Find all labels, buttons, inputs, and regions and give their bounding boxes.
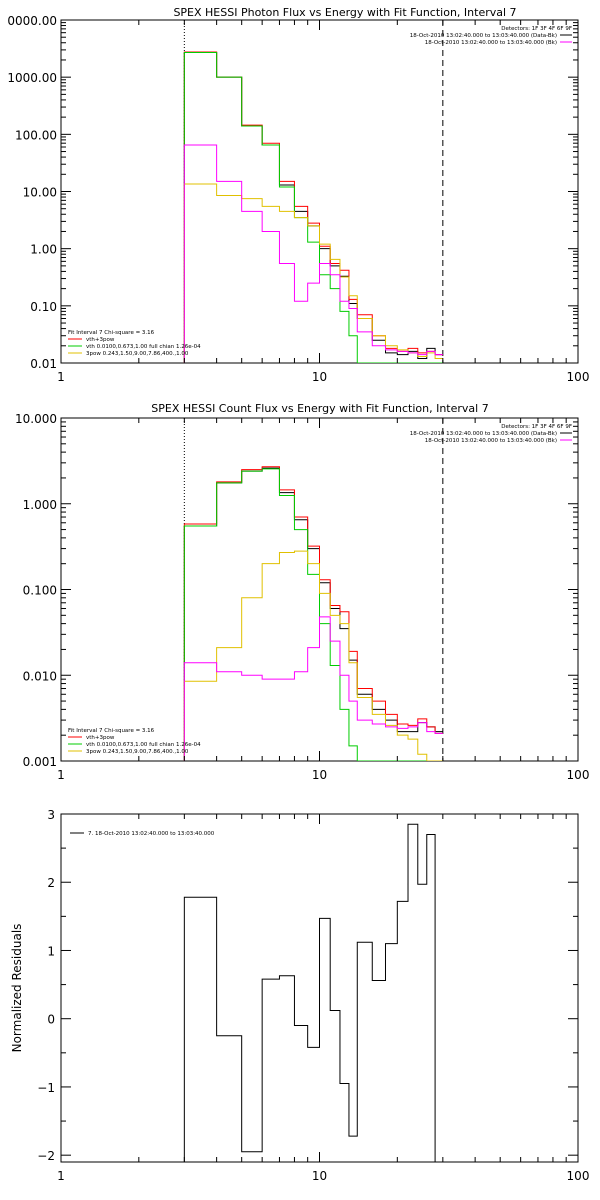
residuals-y-tick-label: 3 — [47, 808, 55, 822]
residuals-x-tick-label: 10 — [312, 1169, 327, 1183]
photon-legend-vth3pow: vth+3pow — [86, 337, 115, 343]
photon-flux-title: SPEX HESSI Photon Flux vs Energy with Fi… — [173, 6, 516, 19]
photon-axis-ticks: 1 10 100 0000.00 1000.00 100.00 10.00 1.00 0.10 0… — [7, 14, 589, 384]
residuals-series-0 — [183, 823, 436, 1162]
residuals-x-tick-label: 1 — [57, 1169, 65, 1183]
photon-legend-detectors: Detectors: 1F 3F 4F 6F 9F — [501, 26, 572, 32]
residuals-y-tick-label: −2 — [37, 1149, 55, 1163]
count-legend-3pow: 3pow 0.243,1.50,9.00,7.86,400.,1.00 — [86, 749, 189, 755]
count-legend-bottom: Fit Interval 7 Chi-square = 3.16 vth+3po… — [68, 728, 201, 755]
residuals-legend: 7. 18-Oct-2010 13:02:40.000 to 13:03:40.… — [70, 831, 215, 837]
photon-x-tick-label: 1 — [57, 370, 65, 384]
photon-y-tick-label: 1.00 — [30, 243, 57, 257]
residuals-y-tick-label: −1 — [37, 1081, 55, 1095]
photon-flux-panel: SPEX HESSI Photon Flux vs Energy with Fi… — [7, 6, 589, 384]
count-series-group — [183, 418, 444, 761]
count-flux-panel: SPEX HESSI Count Flux vs Energy with Fit… — [15, 402, 589, 782]
photon-x-tick-label: 10 — [312, 370, 327, 384]
photon-series-4 — [183, 144, 443, 363]
photon-series-3 — [183, 183, 443, 363]
photon-series-group — [183, 20, 444, 363]
photon-series-1 — [183, 51, 443, 363]
photon-series-2 — [183, 52, 443, 363]
photon-legend-bk: 18-Oct-2010 13:02:40.000 to 13:03:40.000… — [425, 40, 557, 46]
photon-legend-data-bk: 18-Oct-2010 13:02:40.000 to 13:03:40.000… — [410, 33, 557, 39]
count-series-4 — [183, 616, 443, 761]
residuals-y-axis-label: Normalized Residuals — [10, 924, 24, 1053]
photon-y-tick-label: 0.01 — [30, 357, 57, 371]
residuals-legend-text: 7. 18-Oct-2010 13:02:40.000 to 13:03:40.… — [88, 831, 215, 837]
count-x-tick-label: 1 — [57, 768, 65, 782]
residuals-x-tick-label: 100 — [567, 1169, 590, 1183]
count-clipped-marks — [183, 418, 444, 761]
photon-y-tick-label: 1000.00 — [7, 71, 57, 85]
count-flux-title: SPEX HESSI Count Flux vs Energy with Fit… — [151, 402, 488, 415]
photon-legend-top: Detectors: 1F 3F 4F 6F 9F 18-Oct-2010 13… — [410, 26, 572, 46]
photon-legend-fit-interval: Fit Interval 7 Chi-square = 3.16 — [68, 330, 155, 336]
residuals-y-tick-label: 2 — [47, 876, 55, 890]
count-y-tick-label: 0.010 — [23, 669, 57, 683]
photon-clipped-marks — [183, 20, 444, 363]
photon-y-tick-label: 100.00 — [15, 128, 57, 142]
count-series-2 — [183, 468, 443, 761]
residuals-y-tick-label: 1 — [47, 944, 55, 958]
count-legend-top: Detectors: 1F 3F 4F 6F 9F 18-Oct-2010 13… — [410, 424, 572, 444]
count-y-tick-label: 1.000 — [23, 498, 57, 512]
count-x-tick-label: 10 — [312, 768, 327, 782]
count-legend-bk: 18-Oct-2010 13:02:40.000 to 13:03:40.000… — [425, 438, 557, 444]
photon-legend-3pow: 3pow 0.243,1.50,9.00,7.86,400.,1.00 — [86, 351, 189, 357]
count-y-tick-label: 0.001 — [23, 755, 57, 769]
count-legend-vth3pow: vth+3pow — [86, 735, 115, 741]
photon-y-tick-label: 0000.00 — [7, 14, 57, 28]
photon-y-tick-label: 10.00 — [23, 186, 57, 200]
count-legend-vth: vth 0.0100,0.673,1.00 full chian 1.26e-0… — [86, 742, 201, 748]
photon-legend-vth: vth 0.0100,0.673,1.00 full chian 1.26e-0… — [86, 344, 201, 350]
residuals-y-tick-label: 0 — [47, 1013, 55, 1027]
photon-legend-bottom: Fit Interval 7 Chi-square = 3.16 vth+3po… — [68, 330, 201, 357]
count-y-tick-label: 0.100 — [23, 584, 57, 598]
count-series-3 — [183, 550, 443, 761]
count-legend-detectors: Detectors: 1F 3F 4F 6F 9F — [501, 424, 572, 430]
count-x-tick-label: 100 — [567, 768, 590, 782]
count-legend-data-bk: 18-Oct-2010 13:02:40.000 to 13:03:40.000… — [410, 431, 557, 437]
count-series-1 — [183, 466, 443, 761]
photon-y-tick-label: 0.10 — [30, 300, 57, 314]
residuals-series-group — [183, 823, 436, 1162]
count-axis-ticks: 1 10 100 10.000 1.000 0.100 0.010 0.001 — [15, 412, 589, 782]
count-series-0 — [183, 467, 443, 761]
count-y-tick-label: 10.000 — [15, 412, 57, 426]
photon-series-0 — [183, 52, 443, 363]
photon-x-tick-label: 100 — [567, 370, 590, 384]
residuals-clipped-marks — [183, 823, 436, 1162]
count-legend-fit-interval: Fit Interval 7 Chi-square = 3.16 — [68, 728, 155, 734]
photon-plot-frame — [60, 19, 579, 364]
